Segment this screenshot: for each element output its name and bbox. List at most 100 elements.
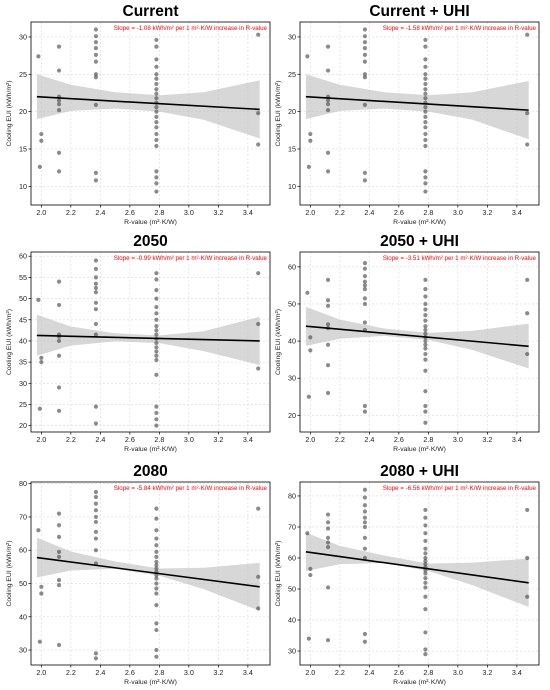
- data-point: [56, 102, 62, 107]
- plot-frame: [299, 251, 540, 433]
- data-point: [423, 169, 428, 174]
- data-point: [56, 150, 62, 155]
- data-point: [423, 175, 428, 180]
- plot-frame: [299, 21, 540, 206]
- x-tick-label: 2.6: [125, 208, 135, 217]
- data-point: [423, 607, 428, 612]
- x-axis-label: R-value (m²·K/W): [124, 446, 177, 453]
- data-point: [325, 98, 331, 103]
- x-tick-label: 2.8: [423, 208, 433, 217]
- x-tick-label: 2.4: [364, 668, 374, 677]
- data-point: [154, 169, 159, 174]
- data-point: [423, 420, 428, 425]
- data-point: [93, 519, 99, 525]
- data-point: [93, 307, 99, 312]
- regression-line: [305, 550, 529, 584]
- slope-annotation: Slope = -1.58 kWh/m² per 1 m²·K/W increa…: [383, 25, 537, 32]
- data-point: [154, 76, 159, 81]
- data-point: [306, 636, 311, 641]
- data-point: [362, 170, 368, 175]
- data-point: [308, 348, 313, 353]
- y-tick-label: 40: [19, 612, 27, 621]
- data-point: [154, 563, 159, 568]
- y-tick-label: 10: [19, 182, 27, 191]
- data-point: [93, 332, 99, 337]
- chart-panel: 2.0 2.2 2.4 2.6 2.8 3.0 3.2 3.4 10 15 20 25 30 Curren…: [6, 3, 271, 226]
- data-point: [39, 355, 44, 360]
- chart-panel: 2.0 2.2 2.4 2.6 2.8 3.0 3.2 3.4 30 40 50 60 70 80 2080…: [6, 463, 271, 686]
- data-point: [325, 390, 331, 396]
- data-point: [423, 64, 428, 69]
- y-tick-label: 80: [19, 479, 27, 488]
- data-point: [56, 408, 62, 413]
- data-point: [525, 32, 530, 37]
- x-tick-label: 2.2: [66, 435, 76, 444]
- data-point: [325, 277, 331, 282]
- data-point: [423, 368, 428, 373]
- plot-frame: [299, 481, 540, 666]
- data-point: [154, 271, 159, 276]
- data-point: [362, 261, 368, 266]
- data-point: [305, 54, 310, 59]
- slope-annotation: Slope = -5.84 kWh/m² per 1 m²·K/W increa…: [114, 485, 268, 492]
- data-point: [362, 515, 368, 520]
- data-point: [93, 529, 99, 535]
- data-point: [93, 266, 99, 272]
- x-tick-label: 2.0: [36, 208, 46, 217]
- data-point: [362, 46, 368, 51]
- x-tick-label: 3.0: [453, 668, 463, 677]
- y-tick-label: 60: [19, 546, 27, 555]
- data-point: [423, 109, 428, 114]
- x-tick-label: 2.2: [335, 668, 345, 677]
- data-point: [423, 57, 428, 62]
- y-tick-label: 30: [19, 379, 27, 388]
- data-point: [423, 409, 428, 414]
- x-tick-label: 3.4: [243, 435, 253, 444]
- data-point: [256, 574, 261, 579]
- data-point: [525, 507, 530, 513]
- data-point: [256, 271, 261, 276]
- data-point: [525, 594, 530, 599]
- x-tick-label: 2.8: [423, 435, 433, 444]
- data-point: [56, 279, 62, 284]
- data-point: [256, 321, 261, 327]
- data-point: [154, 317, 159, 322]
- data-point: [423, 143, 428, 149]
- data-point: [308, 566, 313, 571]
- data-point: [423, 346, 428, 351]
- data-point: [325, 298, 331, 303]
- data-point: [154, 109, 159, 114]
- data-point: [93, 34, 99, 39]
- data-point: [56, 642, 62, 648]
- data-point: [423, 324, 428, 329]
- data-point: [154, 324, 159, 329]
- data-point: [93, 508, 99, 513]
- x-tick-label: 3.0: [184, 435, 194, 444]
- data-point: [93, 300, 99, 305]
- data-point: [423, 558, 428, 564]
- data-point: [93, 514, 99, 520]
- data-point: [154, 404, 159, 409]
- data-point: [325, 68, 331, 73]
- y-tick-label: 15: [19, 144, 27, 153]
- data-point: [423, 327, 428, 333]
- data-point: [56, 534, 62, 540]
- data-point: [362, 283, 368, 288]
- data-point: [362, 409, 368, 414]
- x-tick-label: 2.4: [95, 668, 105, 677]
- data-point: [325, 520, 331, 525]
- data-point: [325, 526, 331, 531]
- data-point: [362, 27, 368, 32]
- x-tick-label: 2.8: [423, 668, 433, 677]
- data-point: [423, 523, 428, 528]
- data-point: [362, 72, 368, 77]
- data-point: [423, 181, 428, 186]
- data-point: [423, 562, 428, 567]
- data-point: [154, 549, 159, 554]
- x-tick-label: 2.6: [394, 208, 404, 217]
- data-point: [36, 54, 41, 59]
- data-point: [93, 40, 99, 45]
- regression-line: [36, 556, 260, 588]
- data-point: [154, 554, 159, 559]
